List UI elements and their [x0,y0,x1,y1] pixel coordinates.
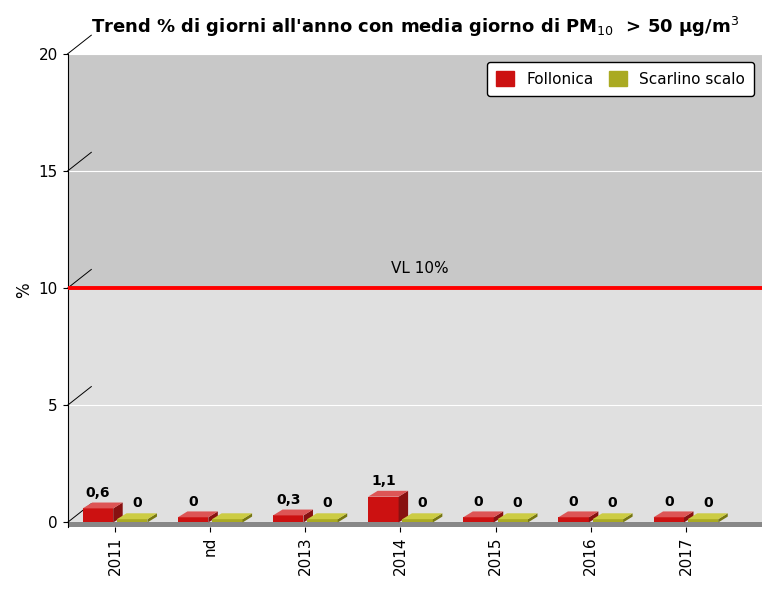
Polygon shape [117,513,157,519]
Polygon shape [559,517,589,522]
Polygon shape [402,513,442,519]
Polygon shape [273,516,304,522]
Polygon shape [113,503,123,522]
Polygon shape [718,513,728,522]
Text: 0,3: 0,3 [276,493,301,507]
Polygon shape [623,513,632,522]
Title: Trend % di giorni all'anno con media giorno di PM$_{10}$  > 50 µg/m$^{3}$: Trend % di giorni all'anno con media gio… [91,15,739,39]
Polygon shape [589,512,598,522]
Text: 0: 0 [322,497,332,510]
Text: 0: 0 [513,497,522,510]
Text: 0: 0 [664,494,674,509]
Bar [68,288,762,522]
Polygon shape [304,510,313,522]
Polygon shape [178,512,218,517]
Polygon shape [688,513,728,519]
Polygon shape [528,513,538,522]
Polygon shape [399,491,408,522]
Polygon shape [212,513,252,519]
Text: 0: 0 [569,494,578,509]
Polygon shape [178,517,208,522]
Polygon shape [273,510,313,516]
Bar [68,522,762,527]
Polygon shape [307,513,347,519]
Polygon shape [493,512,503,522]
Legend: Follonica, Scarlino scalo: Follonica, Scarlino scalo [486,61,754,96]
Polygon shape [148,513,157,522]
Polygon shape [368,497,399,522]
Polygon shape [559,512,598,517]
Polygon shape [82,503,123,509]
Polygon shape [433,513,442,522]
Text: 0,6: 0,6 [85,486,110,500]
Polygon shape [208,512,218,522]
Polygon shape [593,513,632,519]
Text: 0: 0 [417,497,427,510]
Polygon shape [117,519,148,522]
Text: 0: 0 [188,494,198,509]
Text: 0: 0 [132,497,141,510]
Polygon shape [82,509,113,522]
Text: 0: 0 [703,497,713,510]
Polygon shape [653,517,684,522]
Text: 1,1: 1,1 [371,474,395,488]
Polygon shape [242,513,252,522]
Polygon shape [497,513,538,519]
Polygon shape [338,513,347,522]
Polygon shape [653,512,694,517]
Polygon shape [402,519,433,522]
Text: VL 10%: VL 10% [391,261,448,277]
Polygon shape [593,519,623,522]
Y-axis label: %: % [15,283,33,298]
Polygon shape [497,519,528,522]
Text: 0: 0 [474,494,483,509]
Polygon shape [368,491,408,497]
Text: 0: 0 [608,497,618,510]
Polygon shape [463,512,503,517]
Polygon shape [463,517,493,522]
Polygon shape [212,519,242,522]
Polygon shape [307,519,338,522]
Polygon shape [684,512,694,522]
Polygon shape [688,519,718,522]
